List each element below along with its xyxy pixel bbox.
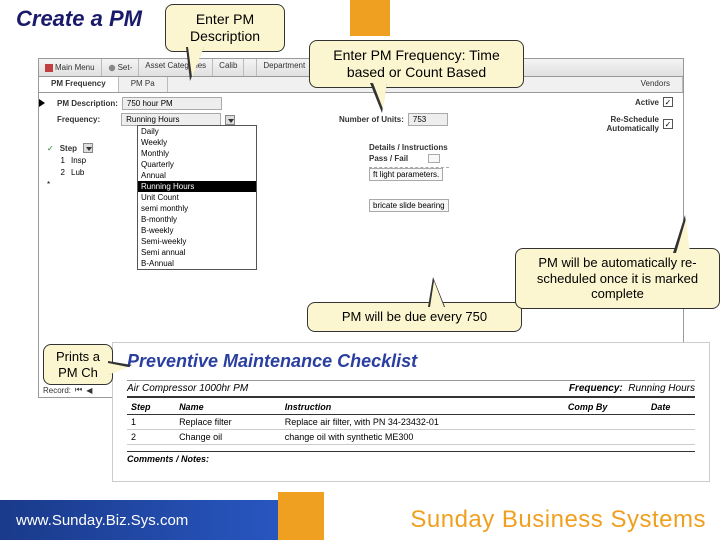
subtab-pm-frequency[interactable]: PM Frequency — [39, 77, 119, 92]
dropdown-option[interactable]: Quarterly — [138, 159, 256, 170]
callout-text: Prints a PM Ch — [56, 349, 100, 380]
col-instruction: Instruction — [281, 400, 564, 415]
table-row: 1 Replace filter Replace air filter, wit… — [127, 415, 695, 430]
step-name: Lub — [71, 168, 84, 177]
checklist-freq-label: Frequency: — [569, 383, 623, 394]
nav-prev-icon[interactable]: ◀ — [86, 386, 92, 395]
pm-description-input[interactable]: 750 hour PM — [122, 97, 222, 110]
number-of-units-label: Number of Units: — [339, 115, 404, 124]
checklist-asset: Air Compressor 1000hr PM — [127, 383, 248, 394]
record-label: Record: — [43, 386, 71, 395]
passfail-input[interactable] — [428, 154, 440, 163]
pm-checklist-report: Preventive Maintenance Checklist Air Com… — [112, 342, 710, 482]
callout-text: PM will be automatically re-scheduled on… — [537, 255, 698, 301]
step-dropdown-button[interactable] — [83, 143, 93, 153]
slide-footer: www.Sunday.Biz.Sys.com Sunday Business S… — [0, 500, 720, 540]
dropdown-option-selected[interactable]: Running Hours — [138, 181, 256, 192]
tab-main-menu[interactable]: Main Menu — [39, 59, 102, 76]
record-navigator[interactable]: Record: ⏮ ◀ — [43, 383, 92, 397]
tab-empty1[interactable] — [244, 59, 257, 76]
asterisk-icon: * — [47, 180, 50, 189]
frequency-dropdown-list[interactable]: Daily Weekly Monthly Quarterly Annual Ru… — [137, 125, 257, 270]
callout-text: Enter PM Description — [190, 11, 260, 44]
tab-setup[interactable]: Set- — [102, 59, 140, 76]
footer-url: www.Sunday.Biz.Sys.com — [16, 512, 188, 529]
checklist-table: Step Name Instruction Comp By Date 1 Rep… — [127, 400, 695, 445]
dropdown-option[interactable]: Daily — [138, 126, 256, 137]
reschedule-checkbox[interactable]: ✓ — [663, 119, 673, 129]
dropdown-option[interactable]: Annual — [138, 170, 256, 181]
checklist-freq-value: Running Hours — [628, 383, 695, 394]
gear-icon — [108, 64, 116, 72]
nav-first-icon[interactable]: ⏮ — [75, 385, 82, 395]
reschedule-label: Re-Schedule Automatically — [599, 115, 659, 133]
number-of-units-input[interactable]: 753 — [408, 113, 448, 126]
callout-text: PM will be due every 750 — [342, 309, 487, 324]
active-label: Active — [635, 98, 659, 107]
tab-department[interactable]: Department — [257, 59, 312, 76]
footer-brand: Sunday Business Systems — [410, 506, 706, 534]
gold-accent-bar — [350, 0, 390, 36]
dropdown-option[interactable]: Semi-weekly — [138, 236, 256, 247]
dropdown-option[interactable]: Semi annual — [138, 247, 256, 258]
callout-text: Enter PM Frequency: Time based or Count … — [333, 47, 500, 80]
dropdown-option[interactable]: semi monthly — [138, 203, 256, 214]
callout-auto-reschedule: PM will be automatically re-scheduled on… — [515, 248, 720, 309]
passfail-label: Pass / Fail — [369, 154, 408, 163]
details-label: Details / Instructions — [369, 143, 448, 152]
col-compby: Comp By — [564, 400, 647, 415]
frequency-label: Frequency: — [57, 115, 100, 124]
step-detail-text: ft light parameters. — [369, 168, 443, 181]
record-pointer-icon — [39, 99, 45, 107]
pm-description-label: PM Description: — [57, 99, 118, 108]
dropdown-option[interactable]: Monthly — [138, 148, 256, 159]
callout-enter-description: Enter PM Description — [165, 4, 285, 52]
col-date: Date — [647, 400, 695, 415]
checklist-title: Preventive Maintenance Checklist — [127, 351, 695, 372]
dropdown-option[interactable]: Unit Count — [138, 192, 256, 203]
callout-prints-checklist: Prints a PM Ch — [43, 344, 113, 385]
frequency-dropdown-button[interactable] — [225, 115, 235, 125]
dropdown-option[interactable]: Weekly — [138, 137, 256, 148]
steps-grid: ✓ Step 1 Insp 2 Lub * — [47, 143, 93, 192]
table-row: 2 Change oil change oil with synthetic M… — [127, 430, 695, 445]
checkmark-icon: ✓ — [47, 144, 54, 153]
subtab-vendors[interactable]: Vendors — [629, 77, 683, 92]
footer-url-block: www.Sunday.Biz.Sys.com — [0, 500, 280, 540]
col-step: Step — [127, 400, 175, 415]
callout-enter-frequency: Enter PM Frequency: Time based or Count … — [309, 40, 524, 88]
step-detail-text: bricate slide bearing — [369, 199, 449, 212]
callout-due-every: PM will be due every 750 — [307, 302, 522, 332]
menu-icon — [45, 64, 53, 72]
comments-label: Comments / Notes: — [127, 451, 695, 464]
dropdown-option[interactable]: B-Annual — [138, 258, 256, 269]
dropdown-option[interactable]: B-weekly — [138, 225, 256, 236]
step-name: Insp — [71, 156, 86, 165]
tab-calib[interactable]: Calib — [213, 59, 244, 76]
col-name: Name — [175, 400, 281, 415]
step-number: 2 — [47, 168, 65, 177]
dropdown-option[interactable]: B-monthly — [138, 214, 256, 225]
slide-title: Create a PM — [16, 6, 142, 32]
subtab-pm-pa[interactable]: PM Pa — [119, 77, 168, 92]
step-header: Step — [60, 144, 77, 153]
footer-gold-block — [278, 492, 324, 540]
active-checkbox[interactable]: ✓ — [663, 97, 673, 107]
step-number: 1 — [47, 156, 65, 165]
